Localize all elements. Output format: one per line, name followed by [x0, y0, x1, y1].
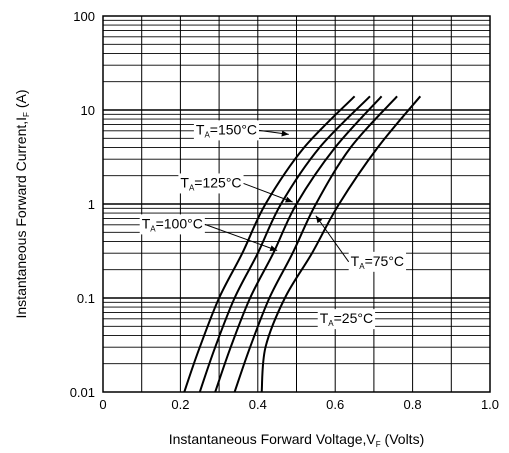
y-axis-title-unit: (A)	[13, 90, 29, 113]
curve-label-symbol: T	[320, 310, 329, 326]
plot-area-frame	[102, 15, 491, 393]
y-tick-label: 10	[81, 103, 95, 118]
annotation-arrow-head	[315, 215, 323, 224]
x-tick-label: 0	[99, 397, 106, 412]
series-curve-2	[214, 95, 383, 393]
curve-label: TA=150°C	[196, 121, 257, 139]
annotation-arrow-line	[315, 215, 350, 263]
curve-label-symbol: T	[351, 253, 360, 269]
y-axis-title-main: Instantaneous Forward Current,I	[13, 117, 29, 319]
series-curves	[183, 95, 422, 393]
y-axis-title-subscript: F	[22, 112, 31, 117]
curve-label-value: =75°C	[365, 253, 404, 269]
series-curve-0	[183, 95, 356, 393]
curve-label-value: =150°C	[210, 121, 257, 137]
x-axis-title-unit: (Volts)	[381, 431, 425, 447]
series-curve-3	[233, 95, 398, 393]
grid	[103, 16, 490, 392]
curve-annotations: TA=150°CTA=125°CTA=100°CTA=75°CTA=25°C	[139, 120, 407, 330]
curve-label-subscript: A	[189, 183, 195, 192]
curve-label-subscript: A	[328, 319, 334, 328]
curve-label-subscript: A	[150, 224, 156, 233]
curve-label-subscript: A	[204, 130, 210, 139]
annotation-arrow-line	[204, 223, 278, 251]
curve-label-value: =25°C	[334, 310, 373, 326]
curve-label-value: =125°C	[194, 174, 241, 190]
y-tick-label: 0.1	[77, 291, 95, 306]
curve-label-value: =100°C	[156, 215, 203, 231]
curve-label: TA=25°C	[320, 310, 373, 328]
annotation-arrow-head	[281, 130, 289, 137]
x-axis-title: Instantaneous Forward Voltage,VF (Volts)	[169, 431, 425, 449]
curve-label: TA=100°C	[142, 215, 203, 233]
x-tick-label: 0.4	[249, 397, 267, 412]
y-tick-label: 100	[73, 9, 95, 24]
y-axis-title: Instantaneous Forward Current,IF (A)	[13, 90, 31, 319]
curve-label-symbol: T	[196, 121, 205, 137]
tick-labels: 0 0.2 0.4 0.6 0.8 1.0 0.01 0.1 1 10 100	[70, 9, 499, 412]
x-tick-label: 1.0	[481, 397, 499, 412]
curve-label-symbol: T	[142, 215, 151, 231]
x-tick-label: 0.6	[326, 397, 344, 412]
y-tick-label: 1	[88, 197, 95, 212]
curve-label: TA=125°C	[180, 174, 241, 192]
series-curve-4	[260, 95, 422, 393]
annotation-arrow-head	[285, 196, 293, 203]
annotation-arrow-line	[243, 182, 293, 203]
annotation-arrow-head	[269, 245, 278, 251]
x-tick-label: 0.8	[404, 397, 422, 412]
series-curve-1	[198, 95, 371, 393]
x-axis-title-main: Instantaneous Forward Voltage,V	[169, 431, 377, 447]
y-tick-label: 0.01	[70, 385, 95, 400]
curve-label-symbol: T	[180, 174, 189, 190]
curve-label-background	[139, 214, 205, 235]
curve-label-background	[317, 309, 376, 330]
x-tick-label: 0.2	[171, 397, 189, 412]
curve-label-background	[178, 173, 244, 194]
x-axis-title-subscript: F	[376, 440, 381, 449]
curve-label-background	[193, 120, 260, 141]
curve-label: TA=75°C	[351, 253, 404, 271]
curve-label-subscript: A	[359, 262, 365, 271]
curve-label-background	[348, 251, 407, 272]
